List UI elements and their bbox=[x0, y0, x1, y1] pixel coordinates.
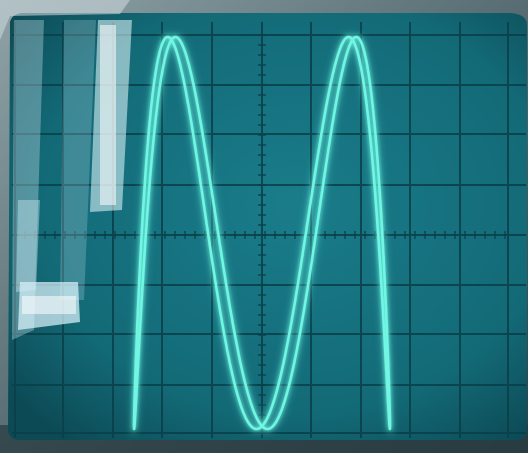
light-reflection bbox=[12, 20, 132, 340]
lissajous-trace bbox=[132, 35, 392, 431]
bezel-highlight bbox=[0, 0, 130, 40]
